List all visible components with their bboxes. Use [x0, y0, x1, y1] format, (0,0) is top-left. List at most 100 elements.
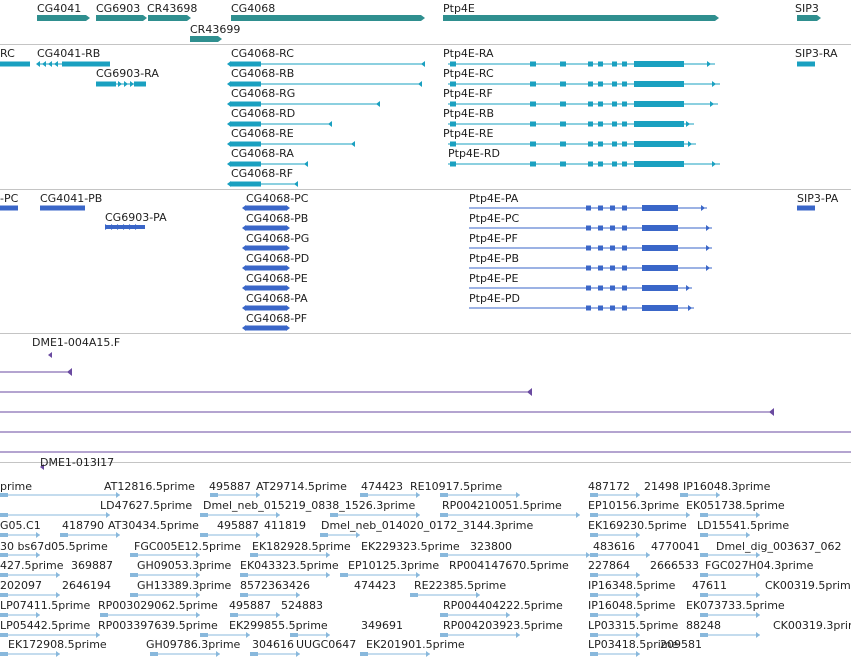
est-label[interactable]: EP10156.3prime	[588, 499, 680, 512]
est-label[interactable]: 2646194	[62, 579, 111, 592]
est-label[interactable]: EK043323.5prime	[240, 559, 339, 572]
est-label[interactable]: 495887	[209, 480, 251, 493]
est-label[interactable]: RP004210051.5prime	[442, 499, 562, 512]
est-label[interactable]: EK182928.5prime	[252, 540, 351, 553]
est-label[interactable]: 227864	[588, 559, 630, 572]
est-label[interactable]: RP004203923.5prime	[443, 619, 563, 632]
est-label[interactable]: 8572363426	[240, 579, 310, 592]
est-label[interactable]: EK172908.5prime	[8, 638, 107, 651]
est-label[interactable]: RE10917.5prime	[410, 480, 503, 493]
est-label[interactable]: 209581	[660, 638, 702, 651]
est-label[interactable]: IP16048.5prime	[588, 599, 676, 612]
est-label[interactable]: RP004404222.5prime	[443, 599, 563, 612]
est-label[interactable]: 304616	[252, 638, 294, 651]
est-label[interactable]: EK229323.5prime	[361, 540, 460, 553]
est-label[interactable]: 524883	[281, 599, 323, 612]
transcript-label[interactable]: Ptp4E-RC	[443, 67, 494, 80]
est-label[interactable]: EK051738.5prime	[686, 499, 785, 512]
transcript-label[interactable]: Ptp4E-RA	[443, 47, 494, 60]
est-label[interactable]: LD15541.5prime	[697, 519, 790, 532]
gene-label[interactable]: CR43699	[190, 23, 241, 36]
protein-label[interactable]: CG4041-PB	[40, 192, 103, 205]
est-label[interactable]: EP10125.3prime	[348, 559, 440, 572]
protein-label[interactable]: Ptp4E-PB	[469, 252, 520, 265]
transcript-label[interactable]: Ptp4E-RE	[443, 127, 494, 140]
transcript-label[interactable]: Ptp4E-RD	[448, 147, 500, 160]
est-label[interactable]: 369887	[71, 559, 113, 572]
protein-label[interactable]: CG4068-PD	[246, 252, 310, 265]
transcript-label[interactable]: Ptp4E-RB	[443, 107, 495, 120]
est-label[interactable]: 4770041	[651, 540, 700, 553]
transcript-label[interactable]: CG4068-RD	[231, 107, 296, 120]
transcript-label[interactable]: CG6903-RA	[96, 67, 159, 80]
gene-label[interactable]: CG4068	[231, 2, 276, 15]
est-label[interactable]: 495887	[217, 519, 259, 532]
protein-label[interactable]: SIP3-PA	[797, 192, 839, 205]
est-label[interactable]: 349691	[361, 619, 403, 632]
est-label[interactable]: LP05442.5prime	[0, 619, 91, 632]
est-label[interactable]: 47611	[692, 579, 727, 592]
clone-label[interactable]: DME1-004A15.F	[32, 336, 121, 349]
est-label[interactable]: LD47627.5prime	[100, 499, 193, 512]
clone-label[interactable]: DME1-013I17	[40, 456, 115, 469]
est-label[interactable]: 418790	[62, 519, 104, 532]
protein-label[interactable]: CG4068-PE	[246, 272, 308, 285]
est-label[interactable]: RE22385.5prime	[414, 579, 507, 592]
est-label[interactable]: AT30434.5prime	[108, 519, 199, 532]
est-label[interactable]: GH09053.3prime	[137, 559, 232, 572]
est-label[interactable]: IP16048.3prime	[683, 480, 771, 493]
est-label[interactable]: 30 bs67d05.5prime	[0, 540, 108, 553]
protein-label[interactable]: CG4068-PC	[246, 192, 309, 205]
est-label[interactable]: LP03315.5prime	[588, 619, 679, 632]
est-label[interactable]: GH09786.3prime	[146, 638, 241, 651]
protein-label[interactable]: CG6903-PA	[105, 211, 167, 224]
gene-label[interactable]: CG4041	[37, 2, 82, 15]
est-label[interactable]: Dmel_neb_014020_0172_3144.3prime	[321, 519, 534, 532]
est-label[interactable]: 483616	[593, 540, 635, 553]
gene-label[interactable]: Ptp4E	[443, 2, 475, 15]
est-label[interactable]: CK00319.3prime	[773, 619, 851, 632]
est-label[interactable]: LP03418.5prime	[588, 638, 679, 651]
protein-label[interactable]: CG4068-PG	[246, 232, 310, 245]
est-label[interactable]: G05.C1	[0, 519, 41, 532]
transcript-label[interactable]: CG4068-RB	[231, 67, 295, 80]
protein-label[interactable]: Ptp4E-PC	[469, 212, 520, 225]
est-label[interactable]: GH13389.3prime	[137, 579, 232, 592]
transcript-label[interactable]: CG4068-RE	[231, 127, 294, 140]
est-label[interactable]: 487172	[588, 480, 630, 493]
protein-label[interactable]: CG4068-PF	[246, 312, 308, 325]
protein-label[interactable]: Ptp4E-PA	[469, 192, 519, 205]
est-label[interactable]: LP07411.5prime	[0, 599, 91, 612]
protein-label[interactable]: CG4068-PB	[246, 212, 309, 225]
est-label[interactable]: 21498	[644, 480, 679, 493]
transcript-label[interactable]: CG4041-RB	[37, 47, 101, 60]
est-label[interactable]: 88248	[686, 619, 721, 632]
protein-label[interactable]: CG4068-PA	[246, 292, 308, 305]
est-label[interactable]: 323800	[470, 540, 512, 553]
est-label[interactable]: IP16348.5prime	[588, 579, 676, 592]
transcript-label[interactable]: SIP3-RA	[795, 47, 838, 60]
est-label[interactable]: Dmel_neb_015219_0838_1526.3prime	[203, 499, 416, 512]
transcript-label[interactable]: CG4068-RA	[231, 147, 294, 160]
est-label[interactable]: Dmel_dig_003637_062	[716, 540, 842, 553]
est-label[interactable]: 411819	[264, 519, 306, 532]
est-label[interactable]: EK201901.5prime	[366, 638, 465, 651]
est-label[interactable]: EK073733.5prime	[686, 599, 785, 612]
gene-label[interactable]: SIP3	[795, 2, 819, 15]
est-label[interactable]: 427.5prime	[0, 559, 64, 572]
est-label[interactable]: UUGC0647	[296, 638, 357, 651]
protein-label[interactable]: -PC	[0, 192, 19, 205]
est-label[interactable]: EK299855.5prime	[229, 619, 328, 632]
est-label[interactable]: FGC027H04.3prime	[705, 559, 814, 572]
transcript-label[interactable]: Ptp4E-RF	[443, 87, 493, 100]
est-label[interactable]: 202097	[0, 579, 42, 592]
est-label[interactable]: AT12816.5prime	[104, 480, 195, 493]
gene-label[interactable]: CG6903	[96, 2, 141, 15]
est-label[interactable]: RP003397639.5prime	[98, 619, 218, 632]
est-label[interactable]: FGC005E12.5prime	[134, 540, 242, 553]
protein-label[interactable]: Ptp4E-PD	[469, 292, 520, 305]
est-label[interactable]: CK00319.5prime	[765, 579, 851, 592]
est-label[interactable]: AT29714.5prime	[256, 480, 347, 493]
gene-label[interactable]: CR43698	[147, 2, 198, 15]
est-label[interactable]: 495887	[229, 599, 271, 612]
